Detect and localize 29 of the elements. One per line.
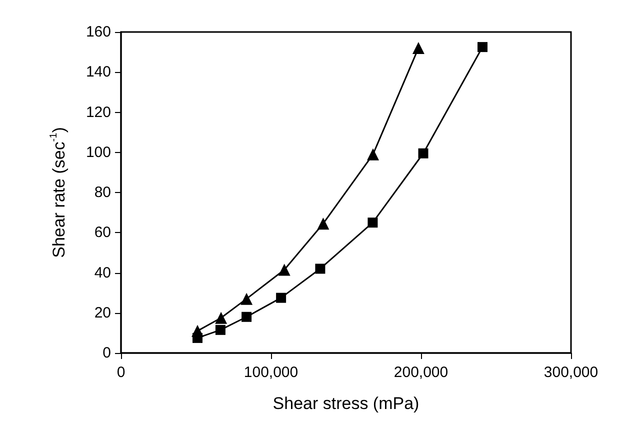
y-tick-label: 120 xyxy=(86,104,111,121)
x-tick-label: 200,000 xyxy=(394,364,448,381)
y-tick-label: 80 xyxy=(94,184,111,201)
x-tick-label: 0 xyxy=(116,364,126,381)
y-tick-label: 160 xyxy=(86,24,111,40)
y-tick-label: 20 xyxy=(94,304,111,322)
point xyxy=(412,42,424,54)
x-tick-label: 100,000 xyxy=(244,364,298,381)
y-tick-label: 40 xyxy=(94,264,111,282)
y-tick-label: 0 xyxy=(102,344,111,362)
y-tick-label: 60 xyxy=(94,224,111,242)
point xyxy=(276,292,286,303)
y-tick-label: 100 xyxy=(86,144,111,161)
point xyxy=(278,264,290,276)
point xyxy=(315,264,326,274)
point xyxy=(240,292,253,305)
point xyxy=(418,148,428,158)
point xyxy=(192,324,204,337)
point xyxy=(242,312,252,322)
x-tick-label: 300,000 xyxy=(544,364,598,381)
x-axis-title: Shear stress (mPa) xyxy=(272,394,420,413)
point xyxy=(368,218,378,228)
point xyxy=(215,324,226,335)
point xyxy=(367,148,379,160)
y-tick-label: 140 xyxy=(86,64,111,81)
y-axis-title: Shear rate (sec-1) xyxy=(48,127,68,258)
point xyxy=(317,218,330,230)
point xyxy=(478,42,488,52)
point xyxy=(215,312,228,324)
